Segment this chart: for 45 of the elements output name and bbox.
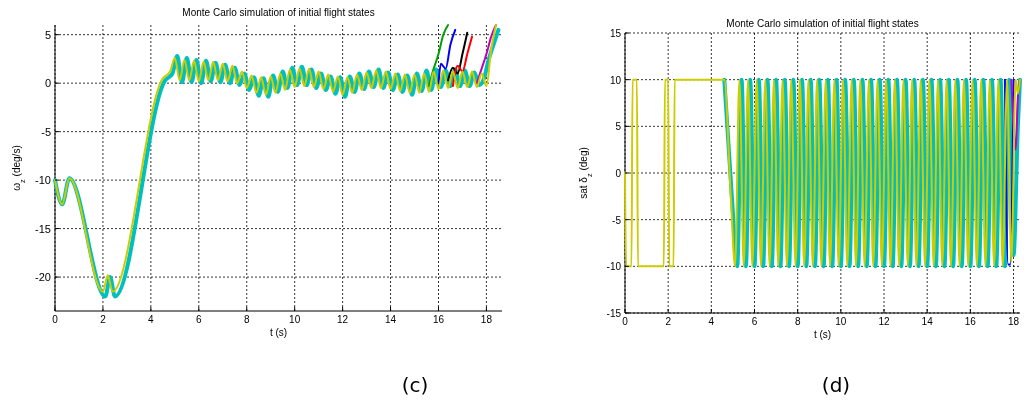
y-tick-label: -10 — [35, 174, 51, 187]
line-series — [624, 78, 1021, 268]
x-tick-label: 16 — [964, 316, 977, 327]
y-tick-label: 5 — [615, 121, 622, 133]
y-tick-label: -20 — [35, 271, 51, 284]
x-tick-label: 2 — [100, 314, 107, 325]
y-tick-label: -15 — [35, 222, 51, 235]
y-tick-label: -15 — [606, 308, 622, 319]
x-tick-label: 2 — [665, 316, 672, 327]
x-tick-label: 8 — [243, 314, 250, 325]
x-tick-label: 10 — [289, 314, 301, 325]
x-tick-label: 12 — [878, 316, 891, 327]
y-tick-label: -5 — [612, 214, 622, 226]
chart-title: Monte Carlo simulation of initial flight states — [182, 7, 375, 18]
chart-title: Monte Carlo simulation of initial flight states — [726, 18, 919, 29]
x-tick-label: 12 — [337, 314, 349, 325]
line-series — [437, 28, 457, 85]
y-tick-label: 10 — [609, 74, 622, 86]
x-axis-title: t (s) — [269, 327, 288, 338]
x-tick-label: 6 — [751, 316, 758, 327]
y-tick-label: -5 — [41, 125, 51, 138]
x-axis-title: t (s) — [813, 329, 832, 340]
x-tick-label: 8 — [794, 316, 801, 327]
x-tick-label: 10 — [835, 316, 847, 327]
x-tick-label: 4 — [148, 314, 155, 325]
y-tick-label: 0 — [615, 168, 622, 179]
x-tick-label: 18 — [1007, 316, 1020, 327]
x-tick-label: 4 — [708, 316, 715, 327]
y-tick-label: 5 — [44, 28, 51, 41]
x-tick-label: 0 — [52, 314, 59, 325]
x-tick-label: 6 — [196, 314, 203, 325]
line-series — [427, 24, 450, 88]
x-tick-label: 14 — [384, 314, 397, 325]
y-tick-label: 0 — [44, 77, 51, 90]
text: (c) — [401, 373, 429, 397]
x-tick-label: 18 — [480, 314, 493, 325]
y-tick-label: 15 — [609, 28, 622, 39]
line-series — [475, 24, 498, 85]
x-tick-label: 14 — [921, 316, 934, 327]
line-series — [451, 35, 474, 88]
y-tick-label: -10 — [606, 261, 622, 273]
text: (d) — [821, 373, 851, 397]
x-tick-label: 0 — [622, 316, 629, 327]
x-tick-label: 16 — [432, 314, 445, 325]
line-series — [1010, 78, 1021, 151]
